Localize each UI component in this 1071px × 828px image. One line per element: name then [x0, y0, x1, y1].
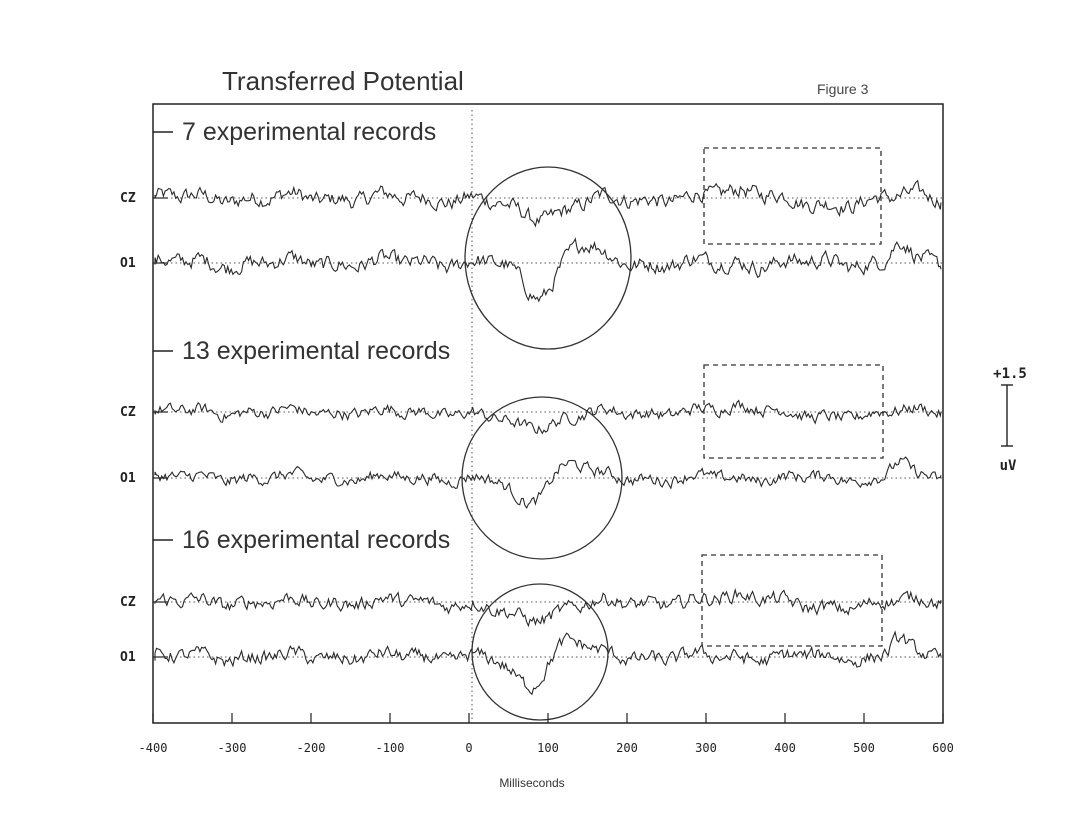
x-tick-label: 400	[774, 741, 796, 755]
panel-label: 13 experimental records	[182, 337, 450, 365]
o1-trace	[154, 456, 942, 510]
x-axis: -400 -300 -200 -100 0 100 200 300 400 500 600	[139, 713, 954, 755]
channel-label: CZ	[120, 191, 136, 206]
x-tick-label: 500	[853, 741, 875, 755]
scale-bar-unit-label: uV	[1000, 458, 1017, 474]
channel-label: O1	[120, 256, 136, 271]
plot-frame	[152, 103, 944, 724]
scale-bar: +1.5 uV	[993, 366, 1027, 474]
x-tick-label: -200	[297, 741, 326, 755]
x-tick-label: 100	[537, 741, 559, 755]
channel-label: O1	[120, 471, 136, 486]
x-tick-label: 300	[695, 741, 717, 755]
record-panel: 7 experimental records CZ O1	[120, 118, 943, 350]
x-tick-label: -400	[139, 741, 168, 755]
figure-number-label: Figure 3	[817, 81, 869, 97]
x-tick-label: -300	[218, 741, 247, 755]
x-axis-label: Milliseconds	[499, 776, 564, 790]
response-circle	[461, 396, 623, 560]
x-tick-label: 0	[465, 741, 472, 755]
x-tick-label: -100	[376, 741, 405, 755]
response-circle	[464, 166, 632, 350]
panel-label: 7 experimental records	[182, 118, 436, 146]
o1-trace	[154, 630, 942, 696]
cz-trace	[154, 179, 942, 228]
highlight-window-box	[701, 554, 883, 647]
highlight-window-box	[703, 364, 884, 459]
channel-label: CZ	[120, 595, 136, 610]
record-panel: 16 experimental records CZ O1	[120, 526, 943, 721]
x-tick-label: 200	[616, 741, 638, 755]
channel-label: O1	[120, 650, 136, 665]
cz-trace	[154, 399, 942, 435]
cz-trace	[154, 587, 942, 628]
x-tick-label: 600	[932, 741, 954, 755]
o1-trace	[154, 237, 942, 303]
response-circle	[471, 583, 609, 721]
panel-label: 16 experimental records	[182, 526, 450, 554]
record-panel: 13 experimental records CZ O1	[120, 337, 943, 560]
figure-title: Transferred Potential	[222, 66, 464, 96]
channel-label: CZ	[120, 405, 136, 420]
highlight-window-box	[703, 147, 882, 245]
scale-bar-top-label: +1.5	[993, 366, 1027, 382]
